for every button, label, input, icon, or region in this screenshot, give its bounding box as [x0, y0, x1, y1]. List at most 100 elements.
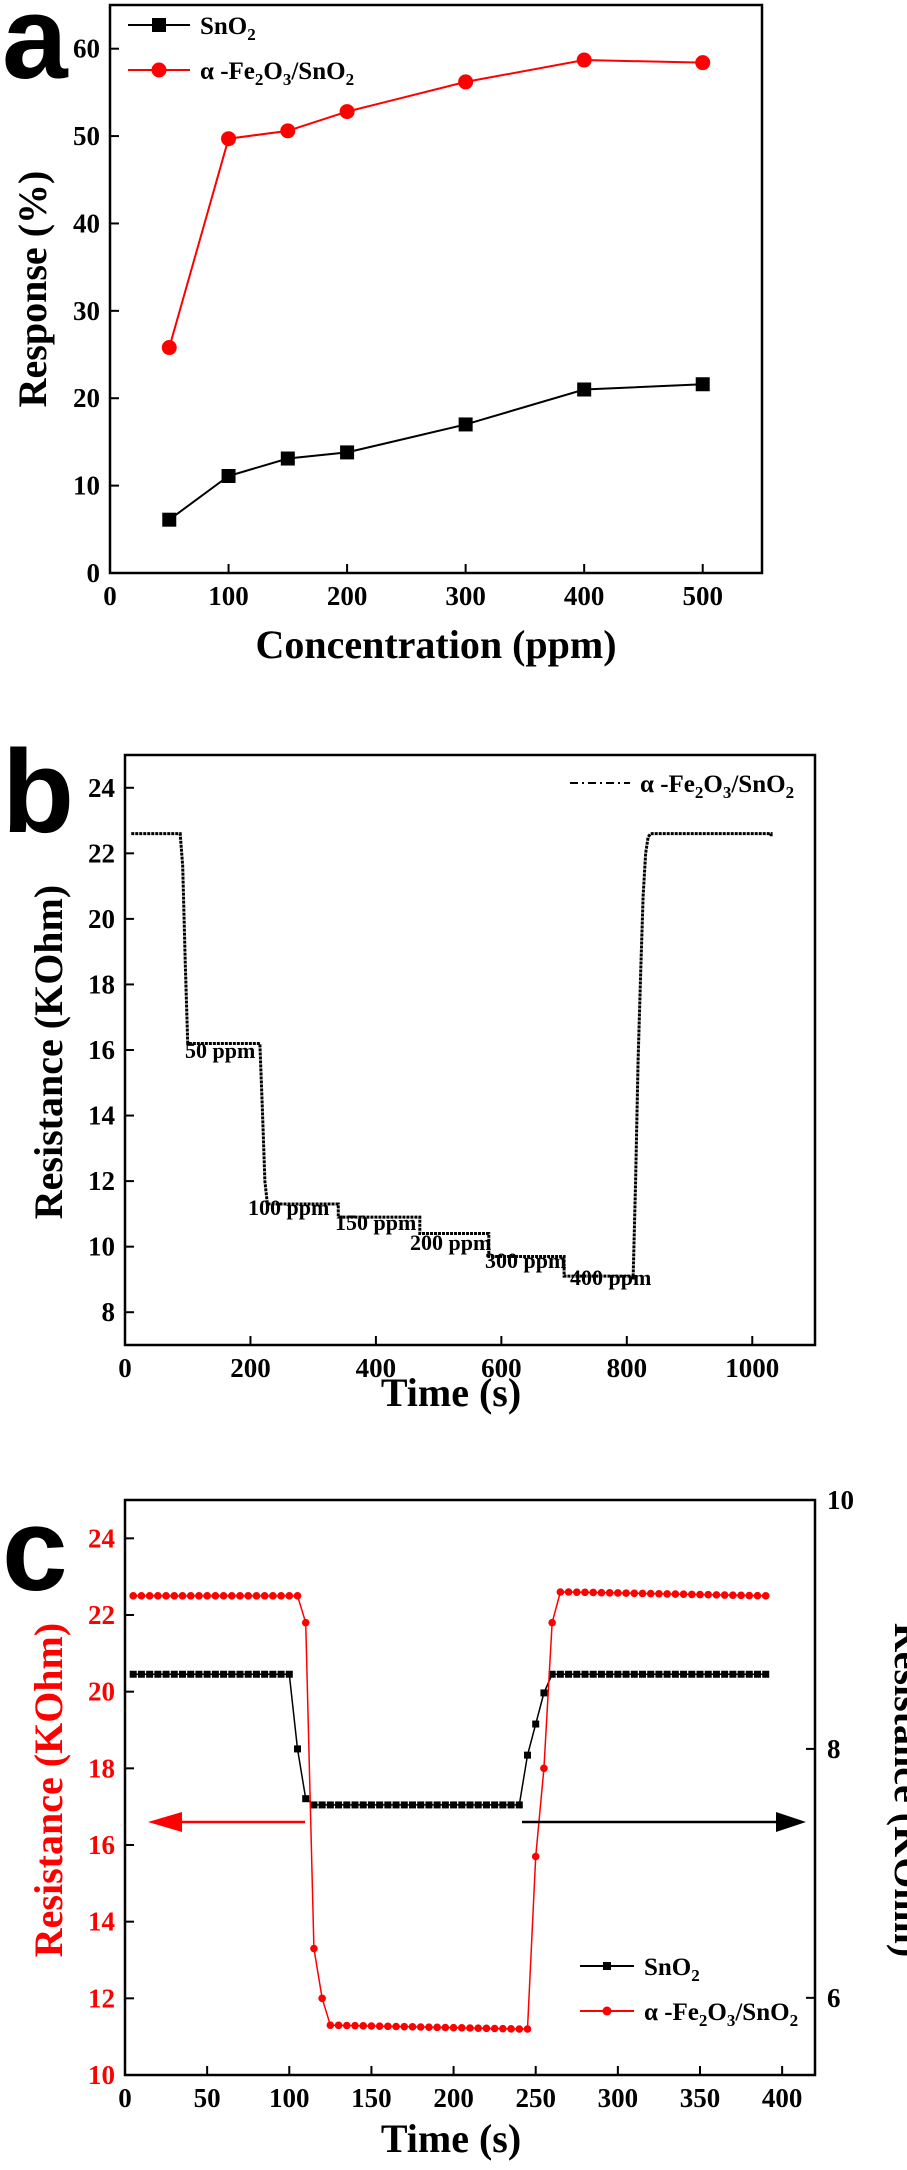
c-sno2-point — [614, 1670, 622, 1678]
c-fe-point — [178, 1592, 187, 1600]
c-sno2-point — [589, 1670, 597, 1678]
c-left-ytick-label: 12 — [88, 1983, 115, 2013]
c-fe-point — [425, 2023, 433, 2031]
c-fe-point — [359, 2022, 368, 2030]
legend-label-fe-b: α -Fe2O3/SnO2 — [640, 771, 794, 802]
c-fe-point — [704, 1590, 713, 1599]
c-sno2-point — [277, 1670, 285, 1678]
c-fe-point — [162, 1592, 170, 1600]
c-sno2-point — [499, 1801, 507, 1809]
c-fe-point — [671, 1590, 680, 1598]
c-fe-point — [392, 2022, 400, 2031]
c-sno2-point — [548, 1670, 556, 1678]
c-sno2-point — [285, 1670, 293, 1678]
a-xtick-label: 300 — [445, 581, 486, 611]
y-axis-label-b: Resistance (KOhm) — [26, 885, 71, 1219]
c-sno2-point — [326, 1801, 334, 1809]
c-sno2-point — [417, 1801, 425, 1809]
c-xtick-label: 50 — [194, 2083, 221, 2113]
c-right-ytick-label: 8 — [827, 1734, 841, 1764]
c-fe-point — [597, 1588, 606, 1597]
series-b — [131, 832, 773, 1280]
c-sno2-point — [392, 1801, 400, 1809]
b-ytick-label: 12 — [88, 1166, 115, 1196]
c-fe-point — [326, 2021, 335, 2029]
plot-frame-c — [123, 1498, 817, 2077]
c-fe-point — [515, 2025, 524, 2033]
c-left-ytick-label: 14 — [88, 1907, 115, 1937]
x-ticks-b: 0 200 400 600 800 1000 — [118, 1336, 779, 1383]
c-fe-point — [499, 2024, 507, 2033]
c-sno2-point — [195, 1670, 203, 1678]
c-fe-point — [269, 1592, 277, 1600]
c-fe-point — [227, 1592, 236, 1600]
c-sno2-point — [450, 1801, 458, 1809]
b-xtick-label: 800 — [607, 1353, 648, 1383]
c-sno2-point — [162, 1670, 170, 1678]
c-left-ytick-label: 24 — [88, 1523, 115, 1553]
c-sno2-point — [696, 1670, 704, 1678]
c-fe-point — [433, 2023, 441, 2032]
c-fe-point — [466, 2024, 474, 2032]
c-sno2-point — [269, 1670, 277, 1678]
c-sno2-point — [671, 1670, 679, 1678]
c-xtick-label: 100 — [269, 2083, 310, 2113]
a-sno2-point — [221, 469, 236, 484]
c-sno2-point — [409, 1801, 416, 1809]
c-xtick-label: 250 — [515, 2083, 556, 2113]
a-fe-point — [458, 74, 474, 90]
c-sno2-point — [203, 1670, 211, 1678]
plot-frame-a — [108, 3, 764, 575]
c-sno2-point — [704, 1670, 712, 1678]
legend-b: α -Fe2O3/SnO2 — [570, 771, 794, 802]
c-sno2-point — [688, 1670, 696, 1678]
c-fe-point — [655, 1589, 663, 1598]
b-ytick-label: 22 — [88, 838, 115, 868]
y-axis-label-left-c: Resistance (KOhm) — [26, 1623, 71, 1957]
c-sno2-point — [170, 1670, 178, 1678]
c-fe-point — [753, 1591, 762, 1600]
c-sno2-point — [252, 1670, 260, 1678]
c-sno2-point — [639, 1670, 646, 1678]
a-fe-point — [161, 340, 177, 356]
c-fe-point — [367, 2022, 376, 2030]
c-sno2-point — [466, 1801, 474, 1809]
c-fe-point — [293, 1592, 302, 1600]
a-fe-point — [280, 123, 296, 139]
annotations-b: 50 ppm 100 ppm 150 ppm 200 ppm 300 ppm 4… — [185, 1038, 651, 1290]
annotation-100ppm: 100 ppm — [248, 1195, 329, 1220]
annotation-50ppm: 50 ppm — [185, 1038, 255, 1063]
a-fe-point — [695, 55, 711, 71]
x-axis-label-b: Time (s) — [381, 1370, 521, 1415]
c-fe-point — [457, 2024, 466, 2032]
b-ytick-label: 16 — [88, 1035, 115, 1065]
c-sno2-point — [211, 1670, 219, 1678]
annotation-200ppm: 200 ppm — [410, 1230, 491, 1255]
c-fe-point — [244, 1592, 253, 1600]
panel-label-a: a — [2, 0, 69, 104]
c-sno2-point — [565, 1670, 573, 1678]
x-axis-label-a: Concentration (ppm) — [255, 622, 616, 667]
c-fe-point — [589, 1588, 598, 1597]
c-sno2-point — [154, 1670, 162, 1678]
c-fe-point — [720, 1591, 729, 1599]
c-sno2-point — [384, 1801, 392, 1809]
c-sno2-point — [343, 1801, 351, 1809]
a-ytick-label: 20 — [73, 383, 100, 413]
c-fe-point — [507, 2025, 515, 2033]
c-fe-point — [219, 1592, 228, 1600]
c-sno2-point — [376, 1801, 384, 1809]
c-sno2-point — [515, 1801, 523, 1809]
c-fe-point — [277, 1592, 285, 1600]
c-fe-point — [531, 1852, 540, 1861]
b-xtick-label: 1000 — [725, 1353, 779, 1383]
c-fe-point — [137, 1592, 146, 1600]
c-xtick-label: 300 — [598, 2083, 639, 2113]
c-sno2-point — [762, 1670, 770, 1678]
c-sno2-point — [236, 1670, 244, 1678]
b-xtick-label: 0 — [118, 1353, 132, 1383]
c-sno2-point — [220, 1670, 228, 1678]
annotation-300ppm: 300 ppm — [485, 1248, 566, 1273]
c-fe-point — [745, 1591, 754, 1600]
